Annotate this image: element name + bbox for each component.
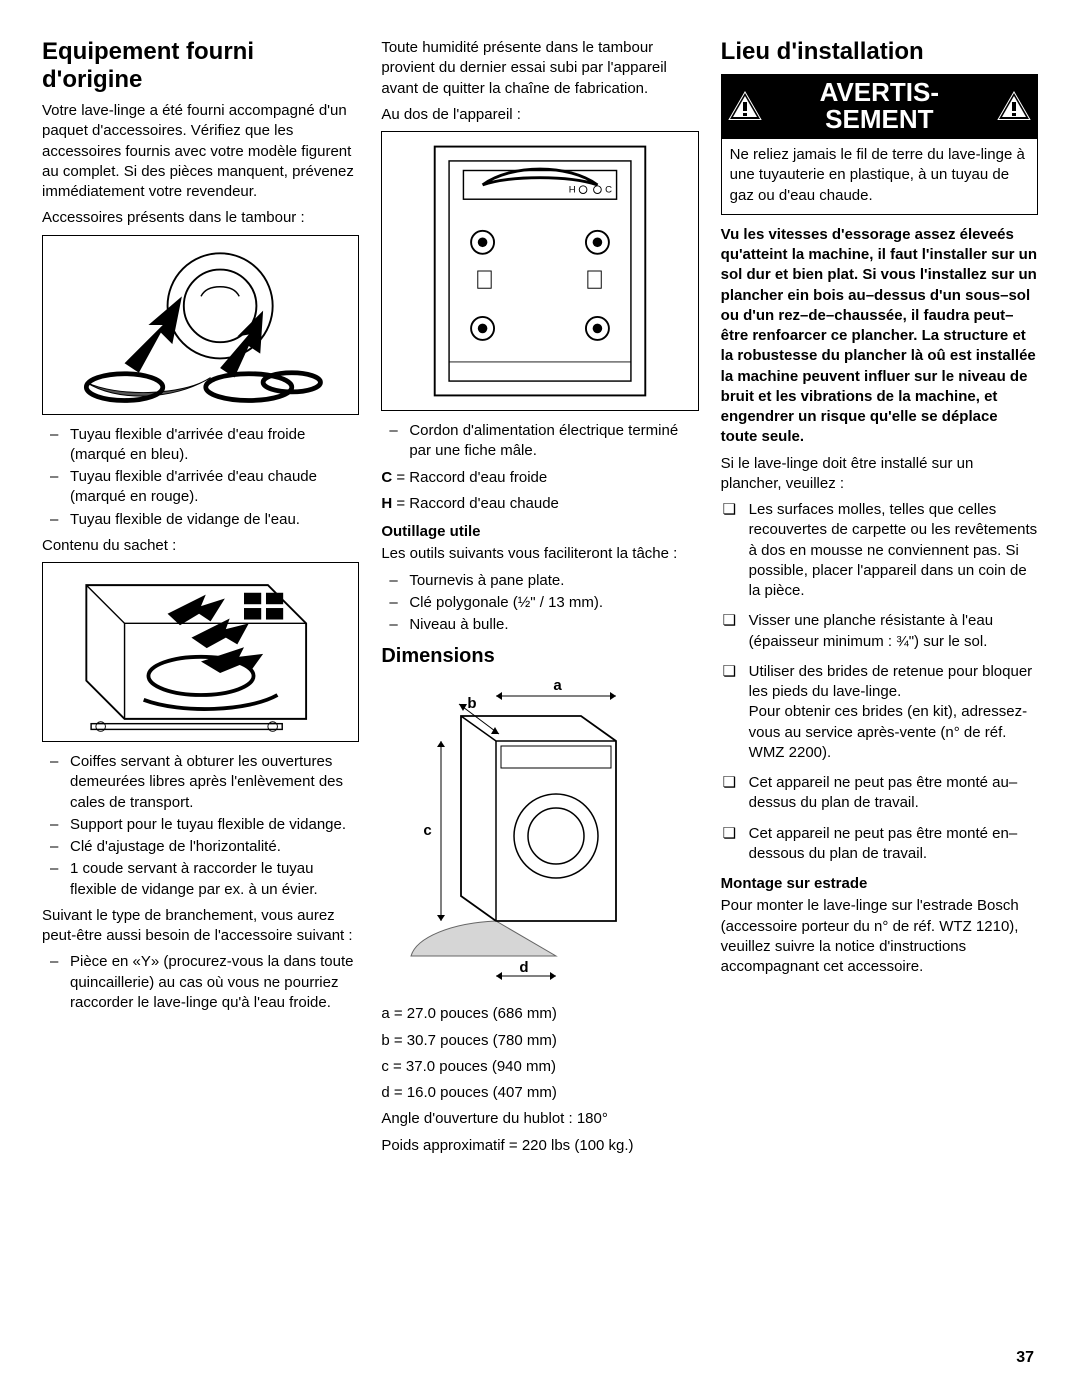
door-angle: Angle d'ouverture du hublot : 180°	[381, 1109, 698, 1129]
text-sachet: Contenu du sachet :	[42, 536, 359, 556]
dim-label-a: a	[553, 676, 561, 696]
list-drum-accessories: –Tuyau flexible d'arrivée d'eau froide (…	[42, 425, 359, 530]
warning-title-1: AVERTIS-	[820, 77, 939, 107]
drum-hoses-icon	[56, 239, 346, 411]
heading-equipement: Equipement fourni d'origine	[42, 38, 359, 93]
text-estrade: Pour monter le lave-linge sur l'estrade …	[721, 896, 1038, 977]
warning-header: AVERTIS- SEMENT	[722, 75, 1037, 140]
list-item: Clé polygonale (½" / 13 mm).	[409, 593, 698, 613]
page-number: 37	[1016, 1347, 1034, 1369]
list-item: Coiffes servant à obturer les ouvertures…	[70, 752, 359, 813]
column-2: Toute humidité présente dans le tambour …	[381, 38, 698, 1162]
warning-body: Ne reliez jamais le fil de terre du lave…	[722, 139, 1037, 214]
list-item: Visser une planche résistante à l'eau (é…	[749, 611, 1038, 652]
list-item: Tuyau flexible d'arrivée d'eau chaude (m…	[70, 467, 359, 508]
dim-b: b = 30.7 pouces (780 mm)	[381, 1031, 698, 1051]
heading-estrade: Montage sur estrade	[721, 874, 1038, 894]
figure-back-panel: H C	[381, 131, 698, 411]
checkbox-icon: ❏	[721, 662, 749, 763]
list-item: Tournevis à pane plate.	[409, 571, 698, 591]
text-plancher: Si le lave-linge doit être installé sur …	[721, 454, 1038, 495]
list-item: 1 coude servant à raccorder le tuyau fle…	[70, 859, 359, 900]
heading-dimensions: Dimensions	[381, 643, 698, 670]
page-columns: Equipement fourni d'origine Votre lave-l…	[42, 38, 1038, 1162]
warning-triangle-icon	[997, 91, 1031, 121]
list-item: Cet appareil ne peut pas être monté au–d…	[749, 773, 1038, 814]
checkbox-icon: ❏	[721, 824, 749, 865]
heading-lieu: Lieu d'installation	[721, 38, 1038, 66]
text-tools-intro: Les outils suivants vous faciliteront la…	[381, 544, 698, 564]
warning-title-2: SEMENT	[825, 104, 933, 134]
checkbox-icon: ❏	[721, 773, 749, 814]
list-item: Utiliser des brides de retenue pour bloq…	[749, 662, 1038, 763]
text-accessoires-tambour: Accessoires présents dans le tambour :	[42, 208, 359, 228]
dim-label-b: b	[467, 694, 476, 714]
list-back-panel: –Cordon d'alimentation électrique termin…	[381, 421, 698, 462]
weight: Poids approximatif = 220 lbs (100 kg.)	[381, 1136, 698, 1156]
list-item: Les surfaces molles, telles que celles r…	[749, 500, 1038, 601]
list-item: Tuyau flexible d'arrivée d'eau froide (m…	[70, 425, 359, 466]
back-panel-icon: H C	[425, 137, 655, 405]
dim-d: d = 16.0 pouces (407 mm)	[381, 1083, 698, 1103]
text-intro: Votre lave-linge a été fourni accompagné…	[42, 101, 359, 202]
dim-a: a = 27.0 pouces (686 mm)	[381, 1004, 698, 1024]
svg-text:C: C	[605, 185, 612, 196]
svg-text:H: H	[569, 185, 576, 196]
h-connector: H = Raccord d'eau chaude	[381, 494, 698, 514]
figure-sachet	[42, 562, 359, 742]
figure-dimensions: a b c d	[381, 676, 698, 996]
sachet-icon	[56, 566, 346, 738]
list-y-piece: –Pièce en «Y» (procurez-vous la dans tou…	[42, 952, 359, 1013]
bold-paragraph: Vu les vitesses d'essorage assez éleveés…	[721, 225, 1038, 448]
checklist-plancher: ❏Les surfaces molles, telles que celles …	[721, 500, 1038, 864]
dim-label-d: d	[519, 958, 528, 978]
heading-tools: Outillage utile	[381, 522, 698, 542]
list-sachet-contents: –Coiffes servant à obturer les ouverture…	[42, 752, 359, 900]
list-item: Cordon d'alimentation électrique terminé…	[409, 421, 698, 462]
c-connector: C = Raccord d'eau froide	[381, 468, 698, 488]
list-item: Tuyau flexible de vidange de l'eau.	[70, 510, 359, 530]
text-humidity: Toute humidité présente dans le tambour …	[381, 38, 698, 99]
list-item: Cet appareil ne peut pas être monté en–d…	[749, 824, 1038, 865]
list-tools: –Tournevis à pane plate. –Clé polygonale…	[381, 571, 698, 636]
dim-c: c = 37.0 pouces (940 mm)	[381, 1057, 698, 1077]
list-item: Niveau à bulle.	[409, 615, 698, 635]
checkbox-icon: ❏	[721, 611, 749, 652]
dim-label-c: c	[423, 821, 431, 841]
list-item: Support pour le tuyau flexible de vidang…	[70, 815, 359, 835]
text-back-appliance: Au dos de l'appareil :	[381, 105, 698, 125]
warning-box: AVERTIS- SEMENT Ne reliez jamais le fil …	[721, 74, 1038, 215]
text-branchement: Suivant le type de branchement, vous aur…	[42, 906, 359, 947]
warning-triangle-icon	[728, 91, 762, 121]
figure-drum-hoses	[42, 235, 359, 415]
list-item: Clé d'ajustage de l'horizontalité.	[70, 837, 359, 857]
checkbox-icon: ❏	[721, 500, 749, 601]
list-item: Pièce en «Y» (procurez-vous la dans tout…	[70, 952, 359, 1013]
column-1: Equipement fourni d'origine Votre lave-l…	[42, 38, 359, 1162]
column-3: Lieu d'installation AVERTIS- SEMENT Ne r…	[721, 38, 1038, 1162]
